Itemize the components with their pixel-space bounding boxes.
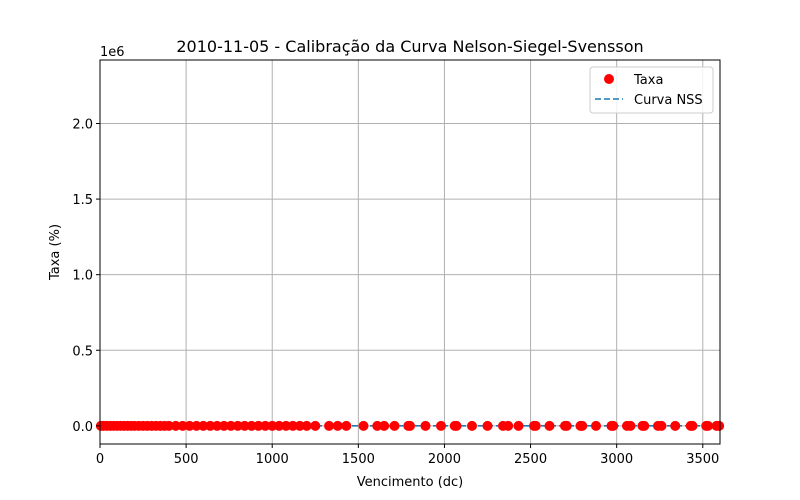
taxa-point <box>639 420 650 431</box>
taxa-point <box>225 420 236 431</box>
taxa-point <box>267 420 278 431</box>
y-tick-label: 0.5 <box>72 344 93 359</box>
chart-title: 2010-11-05 - Calibração da Curva Nelson-… <box>176 37 643 56</box>
taxa-point <box>177 420 188 431</box>
taxa-point <box>212 420 223 431</box>
taxa-point <box>191 420 202 431</box>
x-axis-label: Vencimento (dc) <box>357 475 464 490</box>
taxa-point <box>513 420 524 431</box>
taxa-point <box>246 420 257 431</box>
taxa-point <box>170 420 181 431</box>
taxa-point <box>451 420 462 431</box>
taxa-point <box>577 420 588 431</box>
plot-area-frame <box>99 59 721 445</box>
y-axis: 0.0 0.5 1.0 1.5 2.0 <box>72 117 100 435</box>
taxa-point <box>205 420 216 431</box>
y-tick-label: 1.0 <box>72 269 93 284</box>
taxa-point <box>670 420 681 431</box>
taxa-point <box>530 420 541 431</box>
taxa-point <box>687 420 698 431</box>
taxa-point <box>503 420 514 431</box>
x-tick-label: 1000 <box>256 452 289 467</box>
y-axis-label: Taxa (%) <box>48 224 63 281</box>
x-axis: 0 500 1000 1500 2000 2500 3000 3500 <box>96 444 719 467</box>
taxa-point <box>163 420 174 431</box>
taxa-points-layer <box>95 420 725 431</box>
taxa-point <box>420 420 431 431</box>
taxa-point <box>232 420 243 431</box>
taxa-point <box>287 420 298 431</box>
taxa-point <box>625 420 636 431</box>
taxa-point <box>379 420 390 431</box>
taxa-point <box>591 420 601 431</box>
taxa-point <box>253 420 264 431</box>
taxa-point <box>714 420 725 431</box>
taxa-point <box>372 420 383 431</box>
taxa-point <box>324 420 335 431</box>
x-tick-label: 0 <box>96 452 104 467</box>
taxa-point <box>301 420 312 431</box>
taxa-point <box>184 420 195 431</box>
taxa-point <box>310 420 321 431</box>
legend-marker-taxa <box>604 74 614 84</box>
y-offset-label: 1e6 <box>100 45 125 60</box>
taxa-point <box>656 420 667 431</box>
taxa-point <box>467 420 477 431</box>
x-tick-label: 500 <box>174 452 199 467</box>
taxa-point <box>405 420 415 431</box>
taxa-point <box>239 420 250 431</box>
y-tick-label: 1.5 <box>72 193 93 208</box>
x-tick-label: 1500 <box>342 452 375 467</box>
taxa-point <box>561 420 572 431</box>
taxa-point <box>389 420 400 431</box>
taxa-point <box>608 420 619 431</box>
taxa-point <box>544 420 555 431</box>
taxa-point <box>482 420 493 431</box>
x-tick-label: 2500 <box>514 452 547 467</box>
taxa-point <box>332 420 343 431</box>
legend-label-taxa: Taxa <box>633 73 663 88</box>
x-tick-label: 3500 <box>686 452 719 467</box>
taxa-point <box>294 420 305 431</box>
x-tick-label: 3000 <box>600 452 633 467</box>
y-tick-label: 0.0 <box>72 420 93 435</box>
taxa-point <box>436 420 446 431</box>
taxa-point <box>198 420 209 431</box>
legend-box <box>589 66 714 114</box>
x-tick-label: 2000 <box>428 452 461 467</box>
taxa-point <box>281 420 291 431</box>
taxa-point <box>341 420 352 431</box>
taxa-point <box>358 420 369 431</box>
taxa-point <box>219 420 229 431</box>
y-tick-label: 2.0 <box>72 117 93 132</box>
taxa-point <box>274 420 285 431</box>
legend: Taxa Curva NSS <box>589 66 714 114</box>
legend-label-curva-nss: Curva NSS <box>634 93 703 108</box>
taxa-point <box>702 420 713 431</box>
taxa-point <box>260 420 271 431</box>
